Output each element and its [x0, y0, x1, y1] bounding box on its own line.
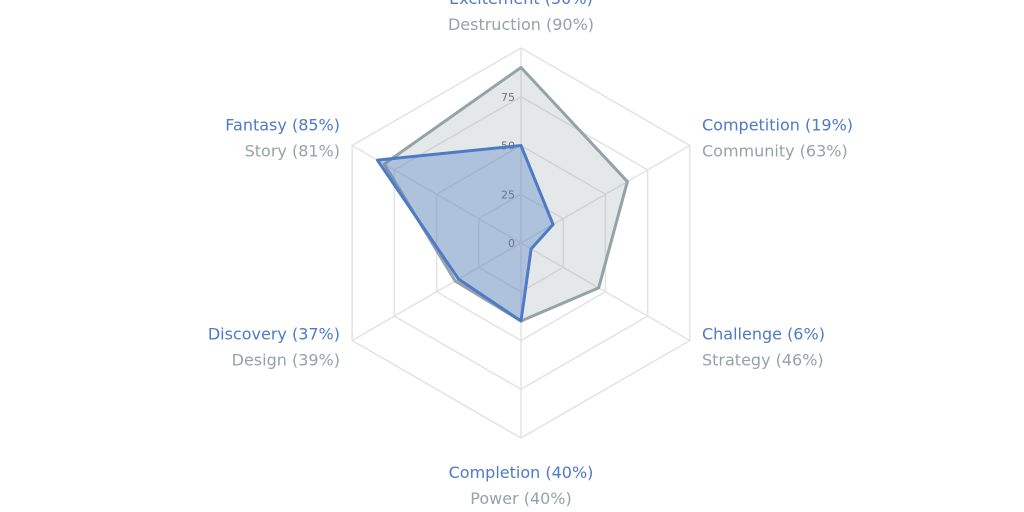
- axis-label-primary: Fantasy (85%): [225, 116, 340, 135]
- axis-label-primary: Competition (19%): [702, 116, 853, 135]
- axis-label-secondary: Strategy (46%): [702, 351, 824, 370]
- radar-series: [375, 66, 629, 323]
- axis-label-secondary: Community (63%): [702, 142, 848, 161]
- axis-label-secondary: Story (81%): [245, 142, 340, 161]
- grid-spoke: [520, 242, 691, 342]
- axis-label-secondary: Power (40%): [470, 489, 572, 508]
- axis-label-primary: Discovery (37%): [208, 325, 340, 344]
- axis-label-secondary: Destruction (90%): [448, 15, 594, 34]
- grid-spoke: [351, 242, 522, 342]
- axis-label-primary: Completion (40%): [449, 463, 594, 482]
- radar-tick-labels: 0255075: [501, 91, 515, 250]
- series-polygon-1: [375, 144, 555, 323]
- axis-label-primary: Challenge (6%): [702, 325, 825, 344]
- tick-label: 25: [501, 188, 515, 201]
- axis-label-secondary: Design (39%): [232, 351, 340, 370]
- axis-label-primary: Excitement (50%): [449, 0, 593, 8]
- radar-axis-labels: Excitement (50%) Destruction (90%) Competi…: [208, 0, 853, 508]
- tick-label: 75: [501, 91, 515, 104]
- tick-label: 0: [508, 237, 515, 250]
